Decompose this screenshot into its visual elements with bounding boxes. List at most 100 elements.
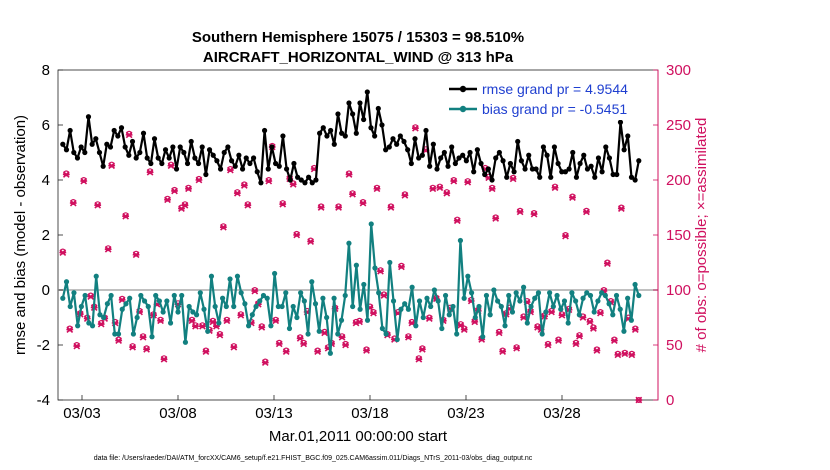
obs-possible-point [234,189,241,196]
bias-point [383,331,389,337]
obs-possible-point [115,336,122,343]
y-tick-label: -2 [37,337,50,354]
obs-possible-point [398,262,405,269]
obs-assimilated-point [125,131,133,139]
obs-possible-point [195,175,202,182]
bias-point [171,292,177,299]
obs-assimilated-point [464,178,472,186]
obs-assimilated-point [129,343,137,351]
rmse-point [317,130,323,136]
rmse-point [82,149,88,156]
obs-assimilated-point [471,318,479,326]
obs-assimilated-point [272,317,280,325]
obs-assimilated-point [429,185,437,193]
rmse-point [144,155,150,161]
obs-assimilated-point [69,199,77,207]
bias-point [327,350,333,356]
rmse-point [463,158,469,164]
bias-point [476,303,482,310]
bias-point [480,334,486,340]
obs-possible-point [597,309,604,316]
bias-point [153,292,159,299]
rmse-point [177,144,183,150]
rmse-point [614,171,620,178]
obs-assimilated-point [562,232,569,240]
obs-possible-point [73,342,80,349]
obs-assimilated-point [558,311,566,319]
rmse-point [276,163,282,169]
obs-possible-point [185,184,192,191]
bias-point [264,295,270,301]
obs-possible-point [387,203,394,210]
obs-possible-point [283,347,290,354]
bias-point [584,290,590,296]
obs-assimilated-point [342,341,349,349]
rmse-point [232,163,238,169]
rmse-point [408,160,414,167]
obs-assimilated-point [185,185,192,193]
rmse-point [306,174,312,180]
obs-assimilated-point [115,337,123,344]
obs-assimilated-point [202,348,210,355]
bias-point [394,336,400,343]
rmse-point [122,144,128,150]
bias-point [446,312,452,318]
obs-possible-point [419,345,426,352]
bias-point [364,317,371,323]
rmse-point [390,136,396,142]
bias-point [483,292,490,299]
obs-possible-point [209,317,216,324]
obs-possible-point [98,320,105,327]
obs-possible-point [216,331,223,338]
rmse-point [159,160,165,167]
obs-assimilated-point [122,212,130,220]
bias-point [517,298,523,304]
rmse-point [401,138,407,145]
rmse-point [140,130,147,136]
bias-point [521,284,527,290]
x-axis-label: Mar.01,2011 00:00:00 start [269,428,448,445]
rmse-point [573,174,580,180]
bias-point [532,295,538,301]
rmse-point [540,144,547,150]
rmse-point [533,166,539,172]
rmse-point [192,155,198,161]
rmse-point [434,166,440,172]
obs-possible-point [614,350,621,357]
obs-assimilated-point [80,177,88,185]
obs-assimilated-point [356,318,363,326]
y-tick-label: -4 [37,392,50,409]
obs-assimilated-point [300,340,308,348]
bias-point [167,320,174,326]
y2-axis-label: # of obs: o=possible; ×=assimilated [693,118,710,353]
obs-possible-point [583,207,590,214]
rmse-point [181,149,187,156]
bias-point [305,331,311,337]
obs-assimilated-point [108,162,116,170]
obs-possible-point [443,189,450,196]
bias-point [193,312,200,318]
obs-assimilated-point [335,204,342,211]
obs-assimilated-point [104,245,112,253]
bias-point [75,323,81,329]
rmse-point [394,141,400,147]
bias-point [599,290,605,296]
bias-point [179,292,185,299]
obs-possible-point [223,316,230,323]
rmse-point [85,114,92,120]
obs-possible-point [258,323,265,330]
bias-point [398,306,404,312]
rmse-point [493,155,499,161]
bias-point [409,284,415,290]
bias-point [253,303,259,310]
obs-assimilated-point [265,177,273,185]
obs-assimilated-point [167,162,175,170]
obs-assimilated-point [223,317,231,325]
obs-possible-point [586,317,593,324]
obs-possible-point [276,339,283,346]
obs-assimilated-point [233,189,241,197]
rmse-point [511,169,517,175]
rmse-point [236,152,242,158]
bias-point [298,290,304,296]
